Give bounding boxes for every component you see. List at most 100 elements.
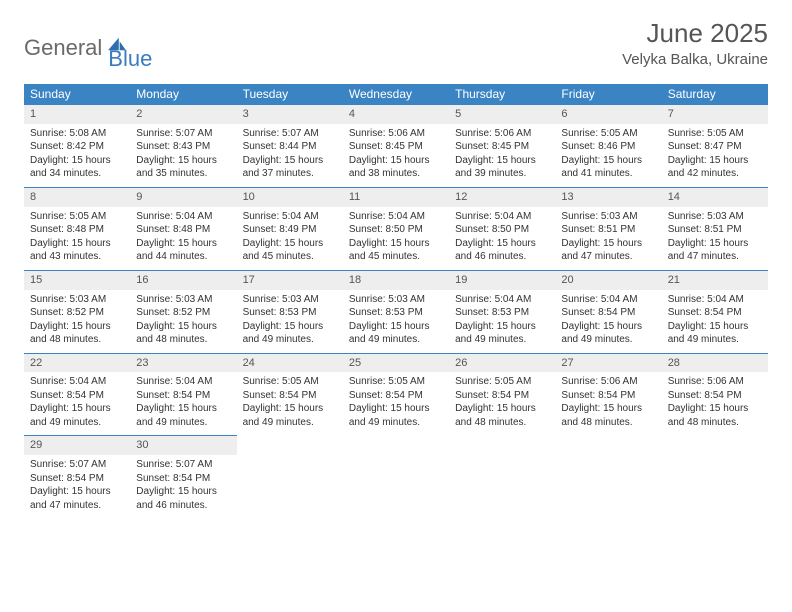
day-body: Sunrise: 5:03 AMSunset: 8:52 PMDaylight:… (130, 290, 236, 353)
sunrise-text: Sunrise: 5:03 AM (30, 293, 124, 307)
day-number: 14 (662, 188, 768, 207)
calendar-week-row: 15Sunrise: 5:03 AMSunset: 8:52 PMDayligh… (24, 270, 768, 353)
daylight-text-2: and 45 minutes. (349, 250, 443, 264)
day-number: 12 (449, 188, 555, 207)
sunset-text: Sunset: 8:54 PM (349, 389, 443, 403)
daylight-text-2: and 49 minutes. (349, 416, 443, 430)
sunset-text: Sunset: 8:48 PM (30, 223, 124, 237)
calendar-day-cell: 15Sunrise: 5:03 AMSunset: 8:52 PMDayligh… (24, 270, 130, 353)
calendar-day-cell: 1Sunrise: 5:08 AMSunset: 8:42 PMDaylight… (24, 105, 130, 188)
sunset-text: Sunset: 8:54 PM (668, 306, 762, 320)
day-body: Sunrise: 5:05 AMSunset: 8:48 PMDaylight:… (24, 207, 130, 270)
sunset-text: Sunset: 8:51 PM (561, 223, 655, 237)
sunrise-text: Sunrise: 5:07 AM (30, 458, 124, 472)
daylight-text-2: and 34 minutes. (30, 167, 124, 181)
sunset-text: Sunset: 8:45 PM (349, 140, 443, 154)
calendar-day-cell: 28Sunrise: 5:06 AMSunset: 8:54 PMDayligh… (662, 353, 768, 436)
month-title: June 2025 (622, 18, 768, 49)
sunrise-text: Sunrise: 5:06 AM (455, 127, 549, 141)
sunrise-text: Sunrise: 5:05 AM (30, 210, 124, 224)
day-body: Sunrise: 5:06 AMSunset: 8:54 PMDaylight:… (555, 372, 661, 435)
daylight-text-2: and 44 minutes. (136, 250, 230, 264)
daylight-text-1: Daylight: 15 hours (561, 320, 655, 334)
daylight-text-2: and 46 minutes. (455, 250, 549, 264)
daylight-text-1: Daylight: 15 hours (136, 485, 230, 499)
daylight-text-2: and 48 minutes. (455, 416, 549, 430)
day-number: 28 (662, 354, 768, 373)
calendar-day-cell: 7Sunrise: 5:05 AMSunset: 8:47 PMDaylight… (662, 105, 768, 188)
day-body: Sunrise: 5:03 AMSunset: 8:52 PMDaylight:… (24, 290, 130, 353)
daylight-text-2: and 39 minutes. (455, 167, 549, 181)
sunset-text: Sunset: 8:52 PM (136, 306, 230, 320)
day-body: Sunrise: 5:04 AMSunset: 8:49 PMDaylight:… (237, 207, 343, 270)
day-number: 27 (555, 354, 661, 373)
day-number: 29 (24, 436, 130, 455)
day-body: Sunrise: 5:04 AMSunset: 8:53 PMDaylight:… (449, 290, 555, 353)
weekday-header-row: SundayMondayTuesdayWednesdayThursdayFrid… (24, 84, 768, 105)
day-number: 21 (662, 271, 768, 290)
sunset-text: Sunset: 8:50 PM (455, 223, 549, 237)
weekday-header: Thursday (449, 84, 555, 105)
day-body: Sunrise: 5:04 AMSunset: 8:50 PMDaylight:… (343, 207, 449, 270)
day-number: 25 (343, 354, 449, 373)
sunrise-text: Sunrise: 5:05 AM (668, 127, 762, 141)
calendar-week-row: 8Sunrise: 5:05 AMSunset: 8:48 PMDaylight… (24, 187, 768, 270)
daylight-text-2: and 48 minutes. (561, 416, 655, 430)
day-body: Sunrise: 5:06 AMSunset: 8:45 PMDaylight:… (343, 124, 449, 187)
daylight-text-1: Daylight: 15 hours (349, 402, 443, 416)
weekday-header: Friday (555, 84, 661, 105)
sunrise-text: Sunrise: 5:04 AM (136, 210, 230, 224)
daylight-text-1: Daylight: 15 hours (668, 237, 762, 251)
daylight-text-1: Daylight: 15 hours (30, 154, 124, 168)
daylight-text-1: Daylight: 15 hours (455, 320, 549, 334)
calendar-week-row: 22Sunrise: 5:04 AMSunset: 8:54 PMDayligh… (24, 353, 768, 436)
daylight-text-1: Daylight: 15 hours (243, 402, 337, 416)
day-body: Sunrise: 5:05 AMSunset: 8:47 PMDaylight:… (662, 124, 768, 187)
logo-text-first: General (24, 35, 102, 61)
day-number: 11 (343, 188, 449, 207)
sunset-text: Sunset: 8:46 PM (561, 140, 655, 154)
sunrise-text: Sunrise: 5:03 AM (136, 293, 230, 307)
calendar-day-cell: 10Sunrise: 5:04 AMSunset: 8:49 PMDayligh… (237, 187, 343, 270)
sunrise-text: Sunrise: 5:03 AM (349, 293, 443, 307)
sunset-text: Sunset: 8:48 PM (136, 223, 230, 237)
daylight-text-1: Daylight: 15 hours (30, 485, 124, 499)
sunset-text: Sunset: 8:54 PM (561, 389, 655, 403)
calendar-table: SundayMondayTuesdayWednesdayThursdayFrid… (24, 84, 768, 518)
day-body: Sunrise: 5:06 AMSunset: 8:45 PMDaylight:… (449, 124, 555, 187)
sunrise-text: Sunrise: 5:08 AM (30, 127, 124, 141)
daylight-text-1: Daylight: 15 hours (561, 237, 655, 251)
day-number: 30 (130, 436, 236, 455)
daylight-text-2: and 38 minutes. (349, 167, 443, 181)
calendar-empty-cell (449, 436, 555, 518)
day-body: Sunrise: 5:05 AMSunset: 8:54 PMDaylight:… (237, 372, 343, 435)
day-body: Sunrise: 5:03 AMSunset: 8:51 PMDaylight:… (662, 207, 768, 270)
calendar-empty-cell (555, 436, 661, 518)
calendar-day-cell: 9Sunrise: 5:04 AMSunset: 8:48 PMDaylight… (130, 187, 236, 270)
day-number: 4 (343, 105, 449, 124)
daylight-text-2: and 48 minutes. (668, 416, 762, 430)
day-body: Sunrise: 5:05 AMSunset: 8:46 PMDaylight:… (555, 124, 661, 187)
day-number: 1 (24, 105, 130, 124)
sunrise-text: Sunrise: 5:04 AM (349, 210, 443, 224)
weekday-header: Saturday (662, 84, 768, 105)
sunrise-text: Sunrise: 5:05 AM (243, 375, 337, 389)
day-body: Sunrise: 5:05 AMSunset: 8:54 PMDaylight:… (449, 372, 555, 435)
sunrise-text: Sunrise: 5:07 AM (136, 458, 230, 472)
day-body: Sunrise: 5:03 AMSunset: 8:53 PMDaylight:… (343, 290, 449, 353)
calendar-day-cell: 5Sunrise: 5:06 AMSunset: 8:45 PMDaylight… (449, 105, 555, 188)
sunrise-text: Sunrise: 5:04 AM (561, 293, 655, 307)
header: General Blue June 2025 Velyka Balka, Ukr… (24, 18, 768, 72)
day-number: 2 (130, 105, 236, 124)
day-body: Sunrise: 5:04 AMSunset: 8:54 PMDaylight:… (555, 290, 661, 353)
calendar-day-cell: 2Sunrise: 5:07 AMSunset: 8:43 PMDaylight… (130, 105, 236, 188)
day-number: 24 (237, 354, 343, 373)
daylight-text-1: Daylight: 15 hours (455, 237, 549, 251)
day-number: 18 (343, 271, 449, 290)
day-body: Sunrise: 5:04 AMSunset: 8:48 PMDaylight:… (130, 207, 236, 270)
calendar-day-cell: 19Sunrise: 5:04 AMSunset: 8:53 PMDayligh… (449, 270, 555, 353)
daylight-text-1: Daylight: 15 hours (668, 320, 762, 334)
sunrise-text: Sunrise: 5:04 AM (136, 375, 230, 389)
sunset-text: Sunset: 8:53 PM (243, 306, 337, 320)
sunset-text: Sunset: 8:54 PM (243, 389, 337, 403)
